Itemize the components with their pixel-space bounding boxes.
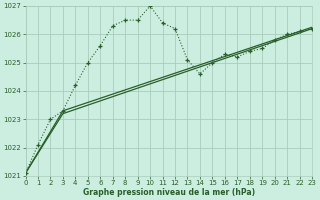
X-axis label: Graphe pression niveau de la mer (hPa): Graphe pression niveau de la mer (hPa) (83, 188, 255, 197)
